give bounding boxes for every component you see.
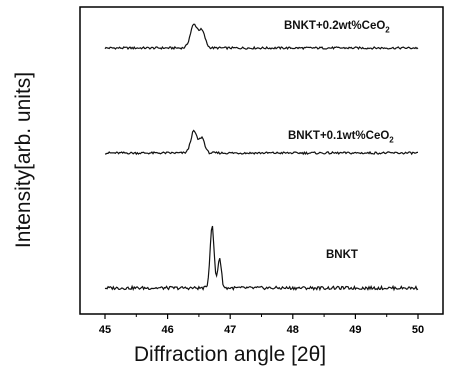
- series-label-ceo2-0.1: BNKT+0.1wt%CeO2: [288, 130, 394, 144]
- series-label-main: BNKT: [326, 249, 358, 261]
- series-group: [104, 23, 419, 292]
- series-label-sub: 2: [385, 25, 390, 35]
- series-line-2: [104, 225, 419, 292]
- y-axis-label: Intensity[arb. units]: [12, 71, 35, 249]
- series-line-0: [104, 23, 419, 51]
- series-label-main: BNKT+0.2wt%CeO: [284, 20, 386, 32]
- x-axis-ticks: 45 46 47 48 49 50: [99, 314, 424, 336]
- x-tick-label: 47: [224, 324, 236, 336]
- series-label-ceo2-0.2: BNKT+0.2wt%CeO2: [284, 20, 390, 34]
- x-tick-label: 49: [349, 324, 361, 336]
- x-tick-label: 48: [287, 324, 299, 336]
- x-tick-label: 50: [412, 324, 424, 336]
- series-label-sub: 2: [389, 135, 394, 145]
- series-label-main: BNKT+0.1wt%CeO: [288, 130, 390, 142]
- plot-frame: [79, 6, 444, 315]
- series-label-bnkt: BNKT: [326, 249, 358, 263]
- x-tick-label: 45: [99, 324, 111, 336]
- series-line-1: [104, 129, 418, 156]
- x-tick-label: 46: [161, 324, 173, 336]
- x-axis-label: Diffraction angle [2θ]: [133, 343, 327, 366]
